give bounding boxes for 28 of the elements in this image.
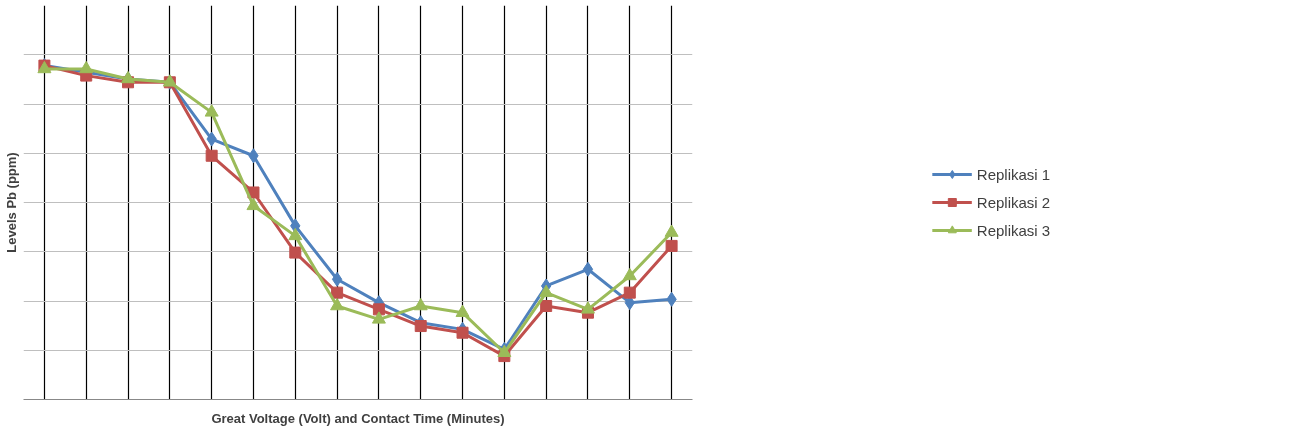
- point: [580, 301, 595, 314]
- point: [79, 60, 94, 74]
- point: [539, 284, 554, 297]
- point: [456, 326, 469, 339]
- point: [204, 104, 219, 117]
- point: [246, 197, 261, 211]
- x-axis-title: Great Voltage (Volt) and Contact Time (Minutes): [211, 410, 505, 426]
- point: [414, 320, 427, 333]
- point: [371, 311, 386, 324]
- point: [331, 271, 343, 287]
- y-axis-title: Levels Pb (ppm): [3, 152, 19, 253]
- point: [288, 227, 303, 241]
- legend-label: Replikasi 2: [976, 193, 1051, 211]
- point: [205, 149, 218, 162]
- legend-label: Replikasi 3: [976, 221, 1051, 239]
- point: [622, 267, 637, 281]
- point: [664, 224, 679, 237]
- point: [623, 286, 636, 299]
- point: [372, 303, 385, 316]
- point: [582, 261, 594, 277]
- point: [330, 298, 345, 311]
- point: [540, 300, 553, 313]
- point: [413, 298, 428, 311]
- point: [331, 286, 344, 299]
- point: [289, 246, 302, 259]
- legend-label: Replikasi 1: [976, 165, 1051, 183]
- point: [455, 304, 470, 317]
- point: [665, 239, 678, 252]
